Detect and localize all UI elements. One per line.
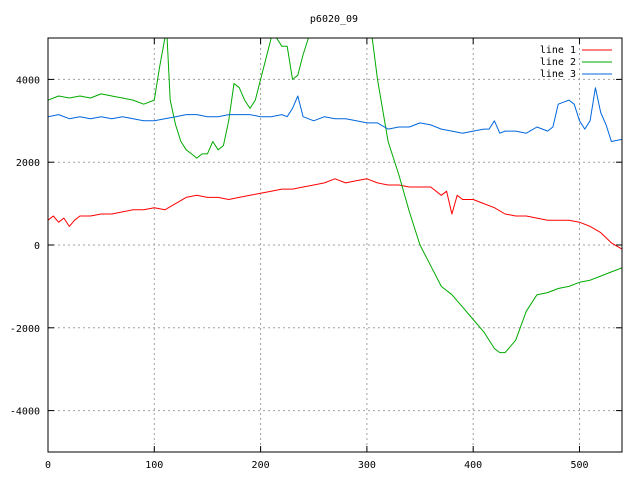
series-line-1: [48, 178, 622, 250]
y-tick-label: -2000: [10, 324, 40, 335]
x-tick-label: 0: [45, 460, 51, 471]
chart-title: p6020_09: [310, 14, 358, 25]
series-line-2: [48, 38, 622, 354]
x-tick-label: 200: [252, 460, 270, 471]
series-lines: [48, 38, 622, 354]
y-tick-label: 2000: [16, 158, 40, 169]
y-tick-label: -4000: [10, 407, 40, 418]
y-tick-label: 0: [34, 241, 40, 252]
x-tick-label: 400: [464, 460, 482, 471]
x-tick-label: 100: [145, 460, 163, 471]
x-tick-label: 500: [570, 460, 588, 471]
series-line-3: [48, 87, 622, 142]
legend-label-3: line 3: [540, 69, 576, 80]
legend-label-2: line 2: [540, 57, 576, 68]
grid-lines: [48, 38, 622, 452]
x-tick-label: 300: [358, 460, 376, 471]
y-tick-label: 4000: [16, 75, 40, 86]
legend-label-1: line 1: [540, 45, 576, 56]
axis-ticks: 0 100 200 300 400 500 -4000 -2000 0 2000 4000: [10, 38, 622, 471]
